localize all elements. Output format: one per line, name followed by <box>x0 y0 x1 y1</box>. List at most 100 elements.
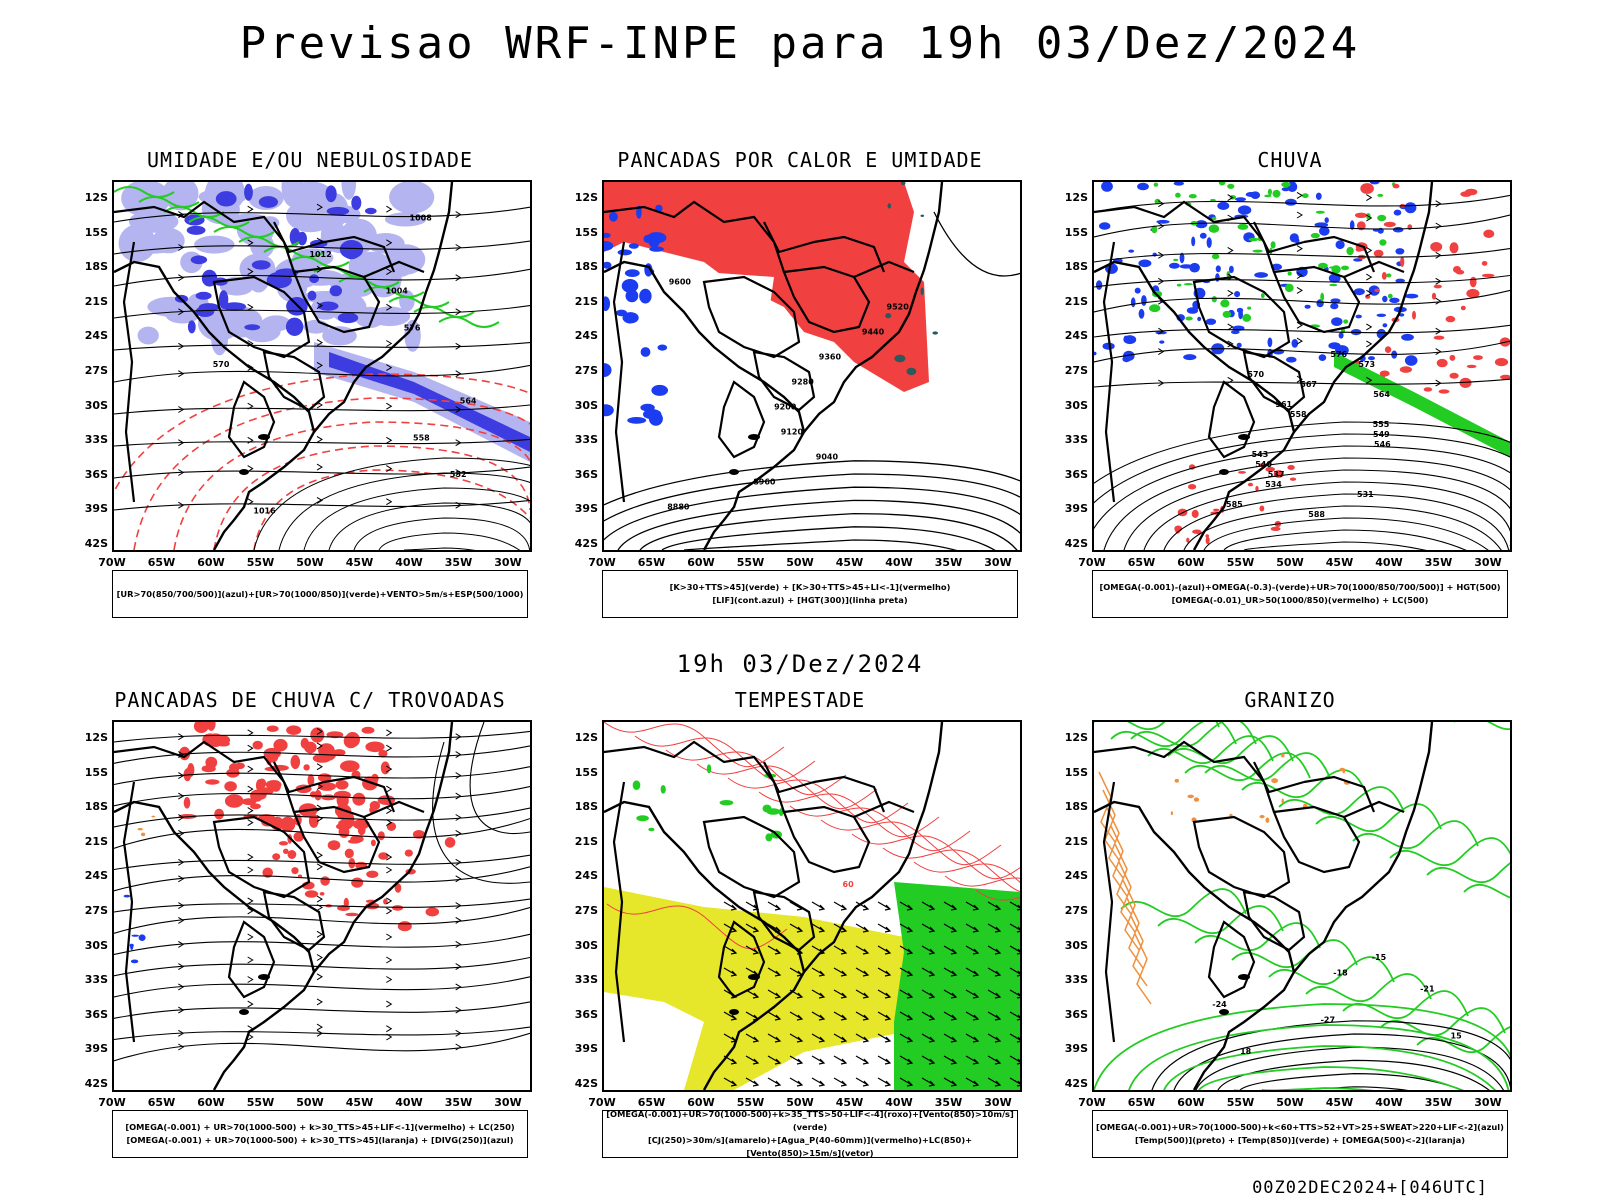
lat-tick-label: 30S <box>574 938 598 952</box>
field-blob <box>252 740 263 750</box>
flow-arrow <box>247 956 254 964</box>
wind-vector <box>943 1011 958 1021</box>
ur-green-contour <box>413 306 475 318</box>
wind-vector <box>767 901 782 911</box>
wind-vector <box>987 1033 1002 1043</box>
field-blob <box>1483 229 1495 238</box>
map-canvas: 5765735705675645615585555495465435405375… <box>1094 182 1510 550</box>
hgt300-contour <box>604 473 1020 522</box>
wind-vector <box>1009 1077 1020 1087</box>
wind-vector <box>855 1077 870 1087</box>
field-blob <box>319 746 337 761</box>
page-title: Previsao WRF-INPE para 19h 03/Dez/2024 <box>239 18 1361 69</box>
map-panel-3: CHUVA 576 573 570 567 564 561 558 555 549 546 543 54… <box>1050 148 1530 638</box>
field-blob <box>1220 299 1230 308</box>
wind-vector <box>855 923 870 933</box>
field-blob <box>404 319 421 352</box>
lake-mark <box>239 1009 249 1015</box>
flow-arrow <box>386 364 393 372</box>
flow-arrow <box>1366 214 1373 222</box>
field-blob <box>1287 271 1292 276</box>
field-blob <box>341 182 357 200</box>
field-blob <box>1379 370 1390 377</box>
field-blob <box>386 822 397 831</box>
field-blob <box>621 279 639 293</box>
lon-tick-label: 65W <box>637 1096 666 1109</box>
hgt300-contour <box>683 539 958 550</box>
flow-arrow <box>1296 191 1303 199</box>
wind-vector <box>855 901 870 911</box>
border-line-8 <box>273 221 325 254</box>
field-blob <box>366 870 379 878</box>
lat-tick-label: 24S <box>84 329 108 343</box>
field-blob <box>1449 354 1456 361</box>
field-blob <box>1184 283 1193 286</box>
flow-arrow <box>386 897 393 905</box>
wind-vector <box>789 1055 804 1065</box>
lon-tick-label: 30W <box>984 556 1012 569</box>
ur-green-contour <box>114 186 175 198</box>
lon-tick-label: 60W <box>687 556 715 569</box>
lat-tick-label: 27S <box>84 364 108 377</box>
flow-arrow <box>178 733 185 741</box>
field-blob <box>1331 317 1343 326</box>
wind-vector <box>789 1033 804 1043</box>
flow-arrow <box>386 853 393 861</box>
field-blob <box>646 232 667 244</box>
field-blob <box>244 183 253 201</box>
flow-arrow <box>1435 297 1442 305</box>
field-blob <box>207 733 224 747</box>
field-blob <box>1211 216 1217 221</box>
hgt500-contour <box>1243 541 1427 550</box>
wind-vector <box>767 1011 782 1021</box>
field-blob <box>378 852 389 860</box>
field-blob <box>604 363 612 378</box>
flow-arrow <box>178 244 185 251</box>
wind-vector <box>833 967 848 977</box>
field-blob <box>285 317 304 336</box>
lat-tick-label: 30S <box>574 398 598 412</box>
contour-label: 9120 <box>781 428 804 437</box>
coastline-west <box>604 800 806 1090</box>
lon-tick-label: 55W <box>1226 556 1255 569</box>
field-blob <box>1314 222 1329 228</box>
field-blob <box>337 312 359 323</box>
field-blob <box>1287 465 1295 470</box>
flow-arrow <box>316 463 323 471</box>
flow-arrow <box>247 364 254 372</box>
lat-tick-label: 24S <box>1064 869 1088 883</box>
field-blob <box>1213 508 1220 512</box>
border-line-0 <box>114 200 296 273</box>
field-blob <box>1324 217 1329 224</box>
field-blob <box>1270 241 1276 249</box>
flow-arrow <box>386 436 393 444</box>
flow-arrow <box>178 274 185 282</box>
contour-label: 9200 <box>774 403 797 412</box>
streamline <box>114 499 530 511</box>
field-blob <box>765 833 773 842</box>
field-blob <box>1404 293 1419 299</box>
wind-vector <box>855 1011 870 1021</box>
field-blob <box>1284 283 1294 293</box>
flow-arrow <box>455 469 462 476</box>
flow-arrow <box>178 792 185 800</box>
coastline-west <box>1094 800 1296 1090</box>
lat-tick-label: 24S <box>574 329 598 343</box>
temp500-contour <box>1151 1020 1510 1090</box>
streamline <box>114 438 530 447</box>
wind-vector <box>965 923 980 933</box>
streamline <box>114 730 530 743</box>
field-blob <box>340 760 360 772</box>
field-blob <box>1094 351 1097 356</box>
wind-vector <box>921 1055 936 1065</box>
lat-tick-label: 39S <box>84 502 108 516</box>
wind-vector <box>943 967 958 977</box>
field-blob <box>1349 220 1355 230</box>
field-blob <box>1199 232 1207 239</box>
temp500-contour <box>1217 1059 1490 1090</box>
border-line-1 <box>1192 275 1291 359</box>
streamline <box>114 206 530 223</box>
field-blob <box>1343 319 1349 324</box>
flow-arrow <box>178 1043 185 1051</box>
field-blob <box>1281 182 1291 188</box>
